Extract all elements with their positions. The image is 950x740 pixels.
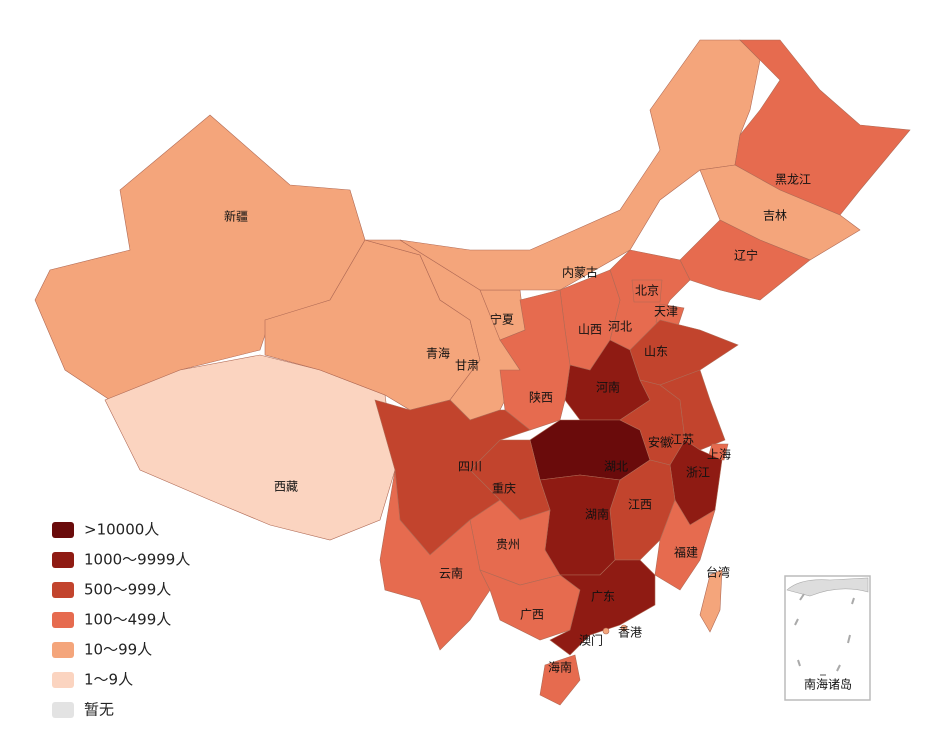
province-label: 吉林 [763, 209, 787, 223]
province [104, 354, 396, 541]
province-label: 内蒙古 [562, 265, 598, 280]
inset-label: 南海诸岛 [804, 677, 852, 692]
province-label: 湖北 [604, 459, 628, 474]
province-label: 辽宁 [734, 248, 758, 263]
legend-label: 10～99人 [84, 641, 152, 659]
legend-label: 1～9人 [84, 671, 133, 689]
province-label: 重庆 [492, 482, 516, 496]
province-label: 江苏 [670, 433, 694, 447]
province-label: 宁夏 [490, 312, 514, 327]
province-label: 甘肃 [455, 359, 479, 373]
legend-swatch [52, 552, 74, 568]
province-label: 湖南 [585, 507, 609, 522]
province-label: 四川 [458, 460, 482, 474]
province-label: 广西 [520, 608, 544, 622]
province-label: 福建 [674, 545, 698, 560]
province-label: 黑龙江 [775, 173, 811, 187]
province [631, 279, 663, 303]
province [529, 419, 651, 481]
inset-land [786, 577, 869, 597]
province [549, 559, 656, 656]
province [699, 569, 723, 633]
province-label: 河北 [608, 320, 632, 334]
province-label: 北京 [635, 284, 659, 298]
province-label: 新疆 [224, 209, 248, 224]
legend-label: >10000人 [84, 521, 159, 539]
province-label: 陕西 [529, 390, 553, 405]
province-label: 天津 [654, 305, 678, 319]
legend-label: 1000～9999人 [84, 551, 190, 569]
province-label: 青海 [426, 346, 450, 361]
legend-label: 暂无 [84, 701, 114, 719]
province-label: 浙江 [686, 466, 710, 480]
province [539, 474, 621, 576]
legend-swatch [52, 642, 74, 658]
province [620, 624, 628, 632]
province-label: 江西 [628, 498, 652, 512]
province [602, 627, 610, 635]
inset: 南海诸岛 [784, 575, 871, 701]
province-label: 山东 [644, 345, 668, 359]
province-label: 西藏 [274, 480, 298, 494]
province-label: 山西 [578, 323, 602, 337]
inset-frame [784, 575, 871, 701]
province [379, 469, 491, 651]
province-label: 河南 [596, 380, 620, 395]
legend-label: 500～999人 [84, 581, 171, 599]
legend-swatch [52, 582, 74, 598]
province-label: 澳门 [579, 633, 603, 648]
legend-swatch [52, 702, 74, 718]
legend-swatch [52, 612, 74, 628]
regions [34, 39, 911, 706]
inset-islands [794, 593, 855, 676]
province-label: 海南 [548, 660, 572, 675]
province [654, 499, 716, 591]
province-label: 贵州 [496, 538, 520, 552]
province-label: 广东 [591, 590, 615, 604]
province-label: 上海 [707, 447, 731, 462]
province-label: 香港 [618, 626, 642, 640]
legend-label: 100～499人 [84, 611, 171, 629]
province-label: 云南 [439, 566, 463, 581]
province-label: 台湾 [706, 565, 730, 580]
legend-swatch [52, 522, 74, 538]
province-label: 安徽 [648, 435, 672, 450]
legend-swatch [52, 672, 74, 688]
province [539, 654, 581, 706]
